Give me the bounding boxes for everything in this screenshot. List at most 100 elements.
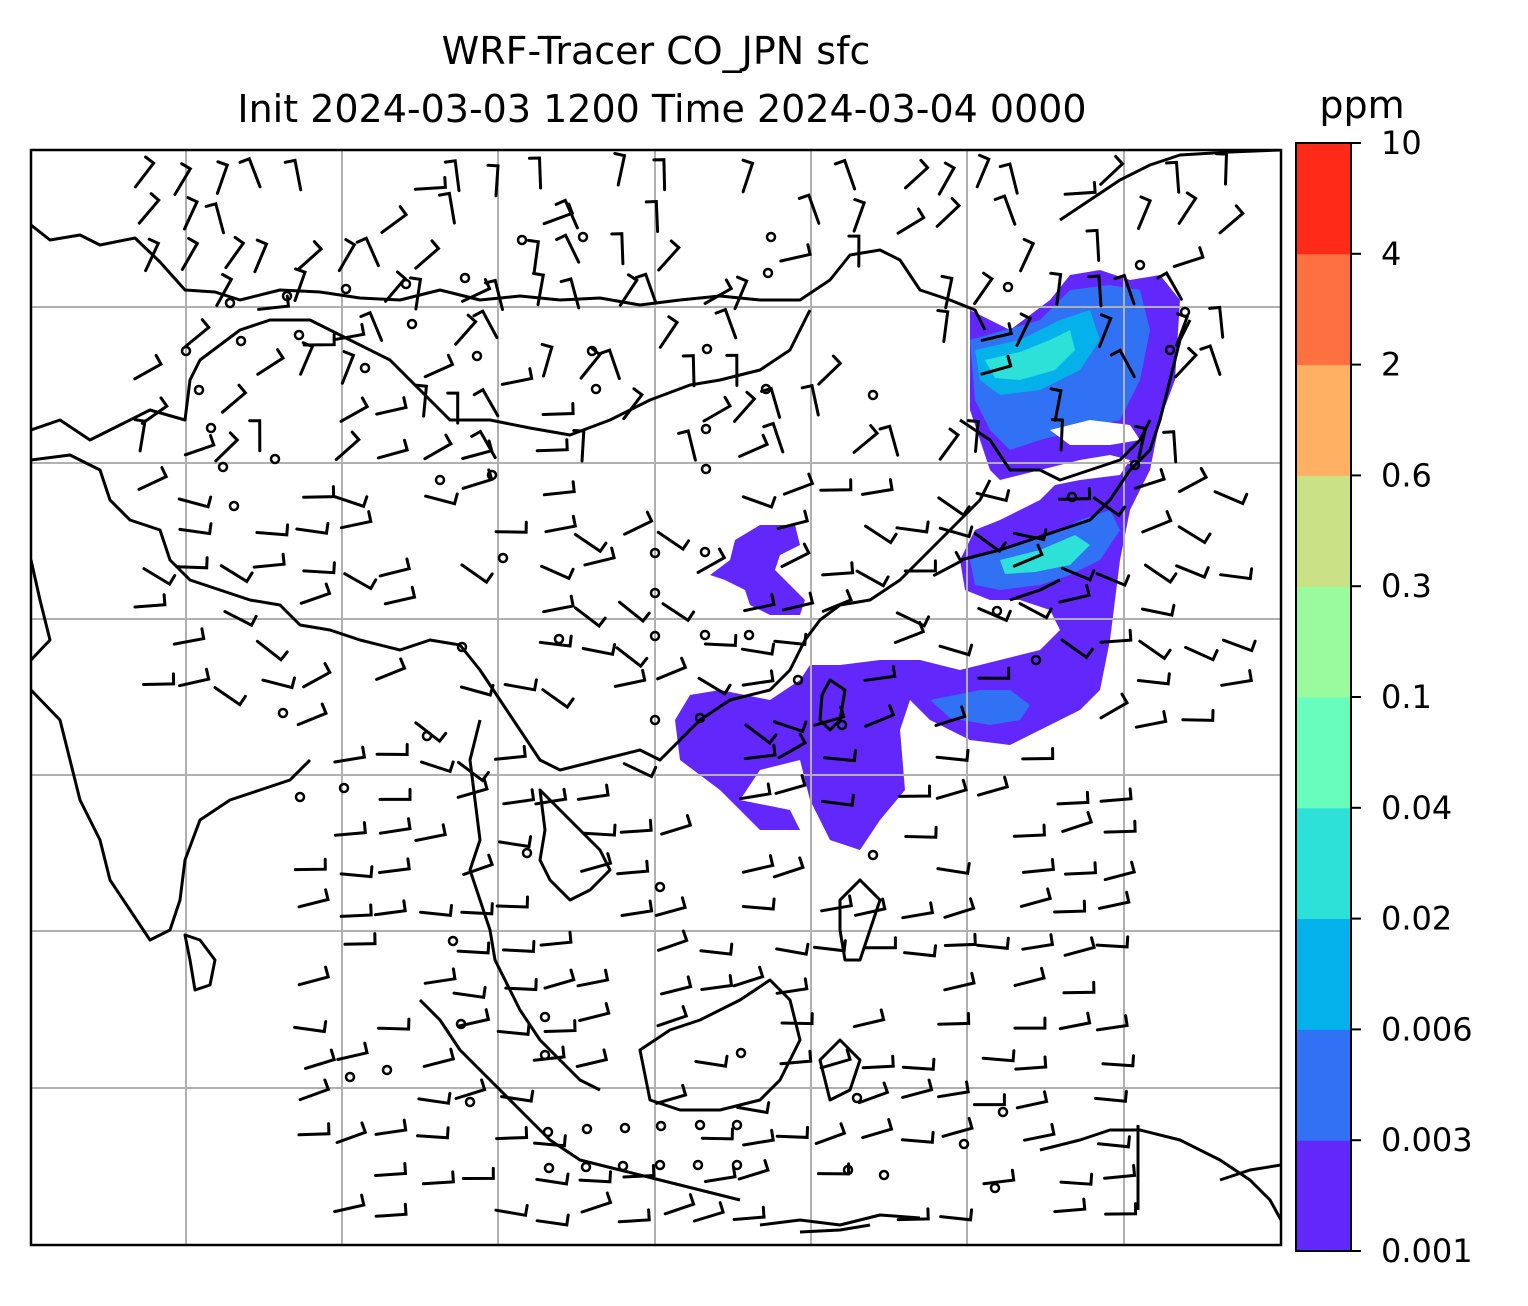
wind-barb: [542, 594, 575, 614]
colorbar-swatch: [1296, 253, 1351, 366]
wind-barb: [414, 239, 441, 270]
wind-barb: [1104, 1202, 1138, 1216]
wind-barb: [813, 705, 846, 727]
wind-barb: [380, 205, 409, 234]
wind-barb: [703, 1165, 737, 1183]
wind-barb: [1101, 1054, 1135, 1068]
wind-barb: [1222, 638, 1257, 653]
wind-barb: [531, 271, 546, 307]
wind-barb: [177, 495, 213, 509]
wind-barb: [422, 1047, 456, 1068]
wind-barb: [852, 198, 867, 233]
wind-barb: [660, 814, 693, 836]
wind-barb: [854, 897, 887, 917]
wind-barb: [975, 489, 1011, 503]
wind-barb: [261, 676, 296, 690]
colorbar-tick-label: 0.1: [1381, 678, 1432, 716]
wind-barb: [332, 323, 366, 342]
wind-barb: [339, 865, 374, 879]
wind-barb: [298, 1078, 331, 1102]
wind-barb: [1219, 567, 1254, 581]
wind-barb: [538, 634, 573, 648]
wind-barb: [654, 896, 687, 917]
colorbar-tick-label: 0.003: [1381, 1121, 1473, 1159]
wind-barb: [823, 749, 857, 763]
wind-barb: [644, 199, 660, 233]
wind-barb: [901, 1078, 934, 1099]
wind-barb: [459, 683, 495, 697]
wind-barb: [502, 939, 536, 953]
wind-barb: [255, 523, 290, 537]
wind-barb: [977, 607, 1012, 623]
wind-barb: [741, 669, 775, 687]
wind-barb: [579, 347, 603, 380]
wind-barb: [903, 944, 937, 958]
wind-barb: [183, 196, 199, 231]
wind-barb: [725, 353, 739, 387]
wind-barb: [1095, 1014, 1129, 1032]
wind-barb: [472, 387, 500, 418]
wind-barb: [863, 936, 897, 950]
wind-barb: [703, 278, 734, 305]
wind-barb: [378, 817, 412, 835]
wind-barb: [941, 1117, 974, 1138]
wind-barb: [374, 1118, 408, 1136]
wind-barb: [820, 894, 854, 913]
wind-barb: [573, 606, 607, 629]
wind-barb: [137, 466, 169, 491]
wind-barb: [623, 510, 654, 536]
wind-barb: [541, 402, 575, 416]
wind-barb: [613, 668, 647, 688]
wind-barb: [378, 787, 412, 801]
wind-barb: [461, 468, 494, 490]
wind-barb: [578, 1170, 612, 1184]
wind-barb: [137, 192, 161, 225]
chart-subtitle: Init 2024-03-03 1200 Time 2024-03-04 000…: [237, 87, 1086, 131]
wind-barb: [940, 274, 954, 310]
colorbar-swatch: [1296, 697, 1351, 809]
wind-barb: [1113, 273, 1136, 306]
wind-barb: [1092, 496, 1127, 518]
wind-barb: [496, 1022, 531, 1036]
wind-barb: [461, 1166, 495, 1180]
wind-barb: [973, 532, 1007, 554]
wind-barb: [416, 1126, 450, 1140]
wind-barb: [178, 667, 211, 688]
wind-barb: [494, 520, 528, 534]
wind-barb: [297, 965, 331, 987]
wind-barb: [493, 744, 527, 761]
wind-barb: [414, 721, 448, 744]
wind-barb: [204, 201, 225, 235]
wind-barb: [657, 239, 681, 272]
wind-barb: [532, 1045, 566, 1062]
wind-barb: [1015, 1090, 1049, 1110]
wind-barb: [980, 354, 1013, 376]
wind-barb: [677, 429, 697, 462]
colorbar-tick-label: 0.02: [1381, 900, 1452, 938]
colorbar-ticks: 0.001 0.003 0.006 0.02 0.04 0.1 0.3 0.6 2 4 10: [1351, 124, 1473, 1270]
wind-barb: [660, 975, 693, 996]
wind-barb: [740, 642, 776, 656]
wind-barb: [1058, 1011, 1092, 1031]
wind-barb: [1064, 861, 1098, 876]
wind-barb: [1137, 195, 1153, 230]
colorbar-swatch: [1296, 475, 1351, 587]
wind-barb: [1181, 708, 1215, 722]
wind-barb: [335, 1121, 368, 1144]
wind-barb: [355, 236, 380, 268]
wind-barb: [1019, 887, 1053, 908]
wind-barb: [559, 277, 581, 310]
wind-barb: [943, 897, 976, 919]
wind-barb: [1053, 1197, 1087, 1214]
wind-barb: [972, 1093, 1006, 1107]
wind-barb: [293, 857, 327, 872]
wind-barb: [821, 561, 855, 577]
colorbar-tick-label: 0.001: [1381, 1232, 1473, 1270]
wind-barb: [544, 514, 578, 534]
wind-barb: [495, 895, 529, 909]
wind-barb: [578, 1002, 611, 1022]
wind-barb: [1063, 936, 1096, 957]
wind-barb: [470, 429, 497, 460]
wind-barb: [772, 856, 805, 879]
wind-barb: [743, 593, 776, 613]
